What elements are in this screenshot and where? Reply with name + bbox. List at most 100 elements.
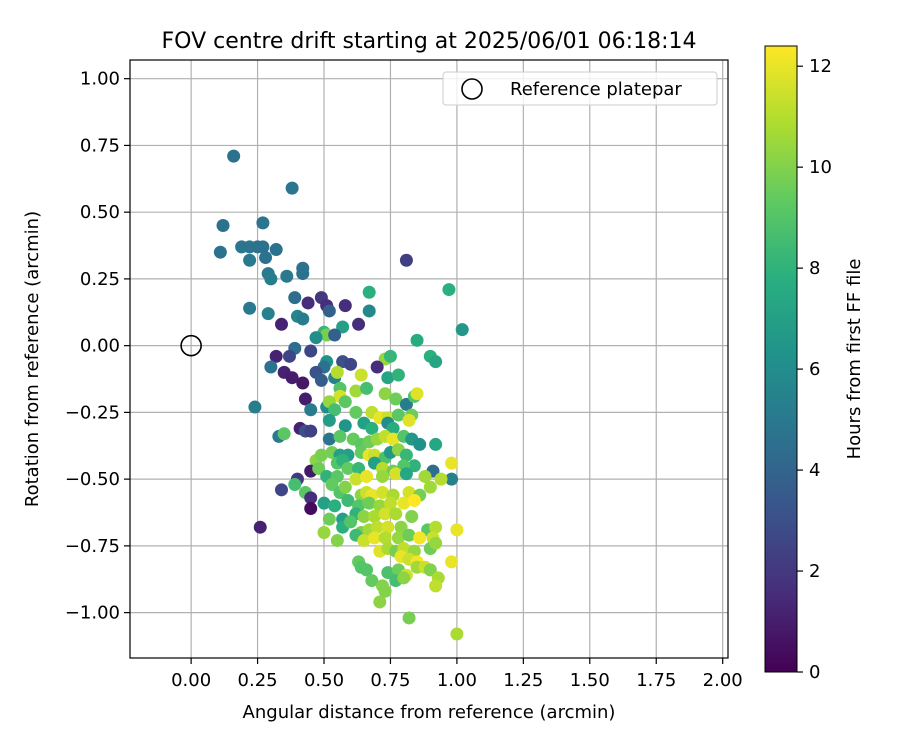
data-point [304,403,318,417]
data-point [381,520,395,534]
data-point [354,368,368,382]
data-point [304,344,318,358]
y-tick-label: 0.00 [80,336,120,357]
data-point [391,531,405,545]
data-point [338,395,352,409]
data-point [274,483,288,497]
data-point [328,403,342,417]
data-point [357,510,371,524]
y-tick-label: 0.25 [80,269,120,290]
data-point [445,472,459,486]
data-point [264,272,278,286]
data-point [248,400,262,414]
data-point [386,421,400,435]
colorbar-tick-label: 4 [809,460,820,481]
data-point [213,245,227,259]
data-point [360,469,374,483]
chart-title: FOV centre drift starting at 2025/06/01 … [162,29,697,54]
data-point [360,381,374,395]
data-point [322,432,336,446]
reference-marker [180,334,202,357]
data-point [314,448,328,462]
data-point [274,317,288,331]
data-point [399,397,413,411]
data-point [296,312,310,326]
x-tick-label: 1.50 [570,670,610,691]
data-point [243,301,257,315]
data-point [450,627,464,641]
data-point [429,437,443,451]
data-point [322,304,336,318]
legend: Reference platepar [442,71,718,106]
data-point [341,461,355,475]
data-point [407,459,421,473]
data-point [370,360,384,374]
data-point [341,493,355,507]
data-point [301,296,315,310]
data-point [383,496,397,510]
data-point [280,269,294,283]
data-point [304,502,318,515]
data-point [455,323,469,337]
data-point [264,360,278,374]
data-point [352,317,366,331]
data-point [288,291,302,305]
data-point [410,387,424,401]
data-point [256,216,270,230]
data-point [434,472,448,486]
data-point [333,429,347,443]
data-point [365,574,379,588]
data-point [389,392,403,406]
data-point [381,371,395,385]
data-point [394,520,408,534]
data-point [336,320,350,334]
data-point [296,267,310,281]
colorbar-label: Hours from first FF file [844,259,865,460]
data-point [389,467,403,481]
data-point [325,477,339,491]
data-point [328,328,342,342]
data-point [442,283,456,297]
data-point [317,526,331,540]
data-points [213,149,469,641]
data-point [338,419,352,433]
data-point [378,507,392,521]
data-point [317,496,331,510]
colorbar-tick-label: 6 [809,359,820,380]
data-point [344,515,358,529]
colorbar-tick-label: 0 [809,662,820,683]
data-point [429,355,443,369]
y-tick-label: −0.50 [65,469,120,490]
data-point [309,331,323,345]
data-point [314,373,328,387]
data-point [375,469,389,483]
data-point [330,365,344,379]
data-point [362,496,376,510]
y-ticks: 1.00 0.75 0.50 0.25 0.00 −0.25 −0.50 −0.75 −1.00 [65,69,130,624]
data-point [269,349,283,363]
data-point [399,448,413,462]
data-point [370,520,384,534]
data-point [368,531,382,545]
data-point [397,496,411,510]
data-point [304,424,318,438]
data-point [298,392,312,406]
data-point [375,485,389,499]
data-point [402,611,416,625]
data-point [322,512,336,526]
data-point [405,510,419,524]
x-tick-label: 1.75 [636,670,676,691]
data-point [344,357,358,371]
data-point [330,534,344,548]
data-point [259,251,273,265]
data-point [397,571,411,585]
data-point [423,563,437,577]
data-point [381,566,395,580]
y-tick-label: 1.00 [80,69,120,90]
x-axis-label: Angular distance from reference (arcmin) [243,702,616,723]
data-point [282,349,296,363]
data-point [389,507,403,521]
data-point [368,510,382,524]
data-point [304,491,318,505]
